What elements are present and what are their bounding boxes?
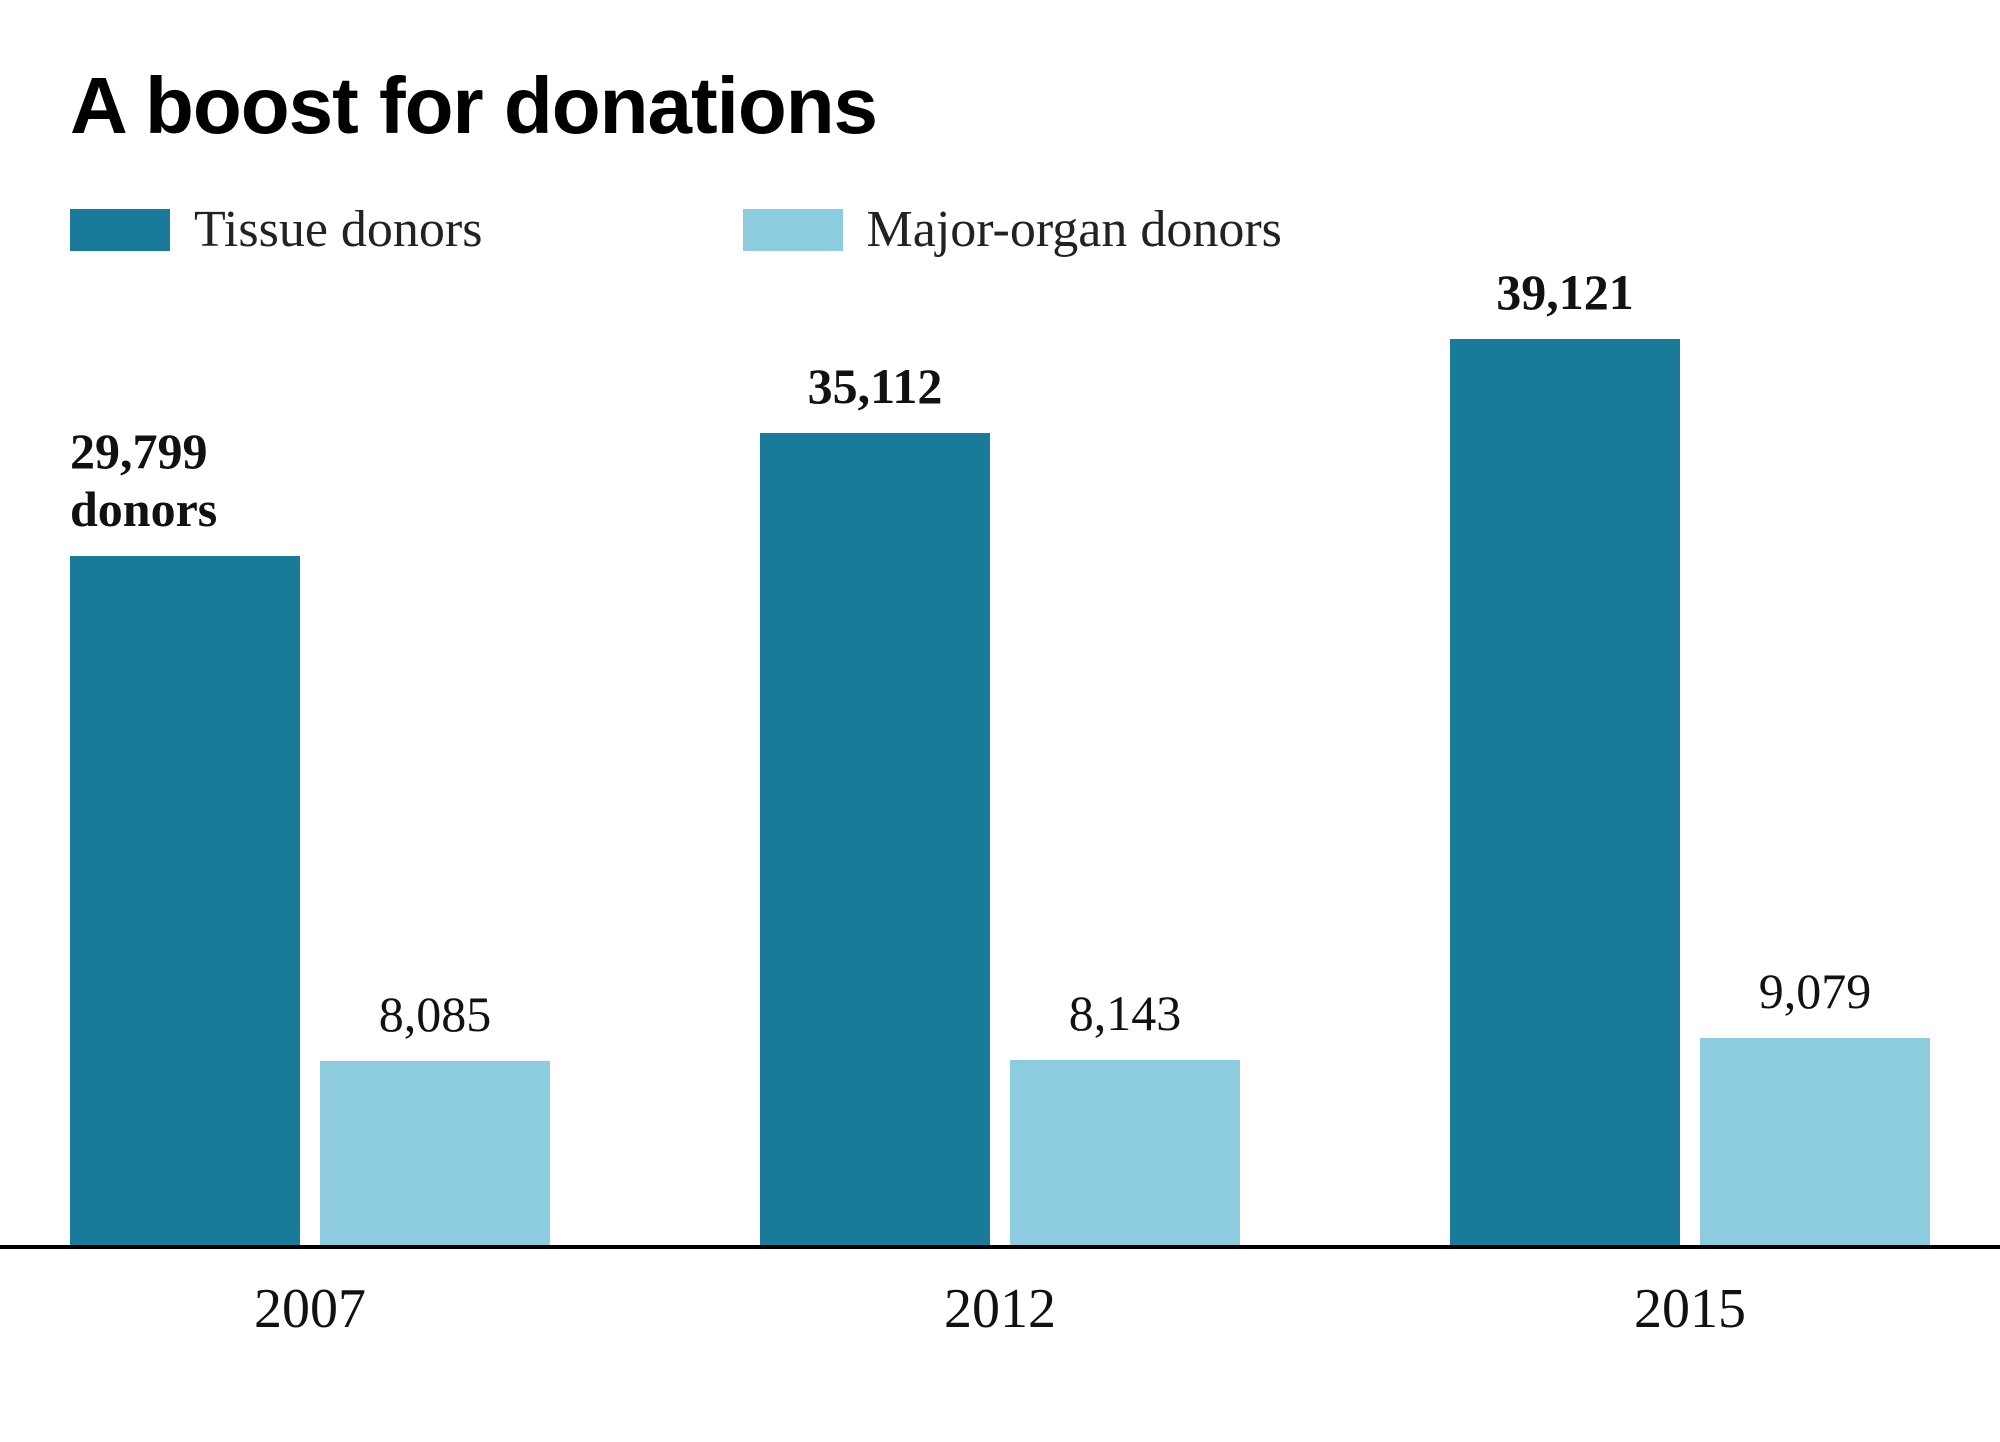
bar-major-2012: 8,143: [1010, 1060, 1240, 1249]
x-axis-baseline: [0, 1245, 2000, 1249]
donations-bar-chart: A boost for donations Tissue donors Majo…: [0, 0, 2000, 1442]
plot-area: 29,799donors8,08535,1128,14339,1219,079: [70, 319, 1930, 1249]
bar-group-2012: 35,1128,143: [760, 319, 1240, 1249]
bar-value-label: 35,112: [760, 358, 990, 416]
chart-title: A boost for donations: [70, 60, 1930, 152]
x-axis-label: 2012: [760, 1277, 1240, 1341]
x-axis-labels: 2007 2012 2015: [70, 1277, 1930, 1341]
x-axis-label: 2015: [1450, 1277, 1930, 1341]
bar-tissue-2007: 29,799donors: [70, 556, 300, 1249]
bar-value-label: 39,121: [1450, 264, 1680, 322]
bar-value-label: 8,143: [1010, 985, 1240, 1043]
bar-value-label: 9,079: [1700, 963, 1930, 1021]
bar-group-2015: 39,1219,079: [1450, 319, 1930, 1249]
bar-value-label: 29,799donors: [70, 423, 330, 538]
bar-tissue-2015: 39,121: [1450, 339, 1680, 1249]
legend-swatch-major: [743, 209, 843, 251]
legend-item-major: Major-organ donors: [743, 200, 1282, 259]
bar-tissue-2012: 35,112: [760, 433, 990, 1249]
legend-swatch-tissue: [70, 209, 170, 251]
legend-label-major: Major-organ donors: [867, 200, 1282, 259]
bar-major-2015: 9,079: [1700, 1038, 1930, 1249]
bar-group-2007: 29,799donors8,085: [70, 319, 550, 1249]
bar-value-label: 8,085: [320, 986, 550, 1044]
legend-label-tissue: Tissue donors: [194, 200, 483, 259]
legend: Tissue donors Major-organ donors: [70, 200, 1930, 259]
legend-item-tissue: Tissue donors: [70, 200, 483, 259]
x-axis-label: 2007: [70, 1277, 550, 1341]
bar-major-2007: 8,085: [320, 1061, 550, 1249]
